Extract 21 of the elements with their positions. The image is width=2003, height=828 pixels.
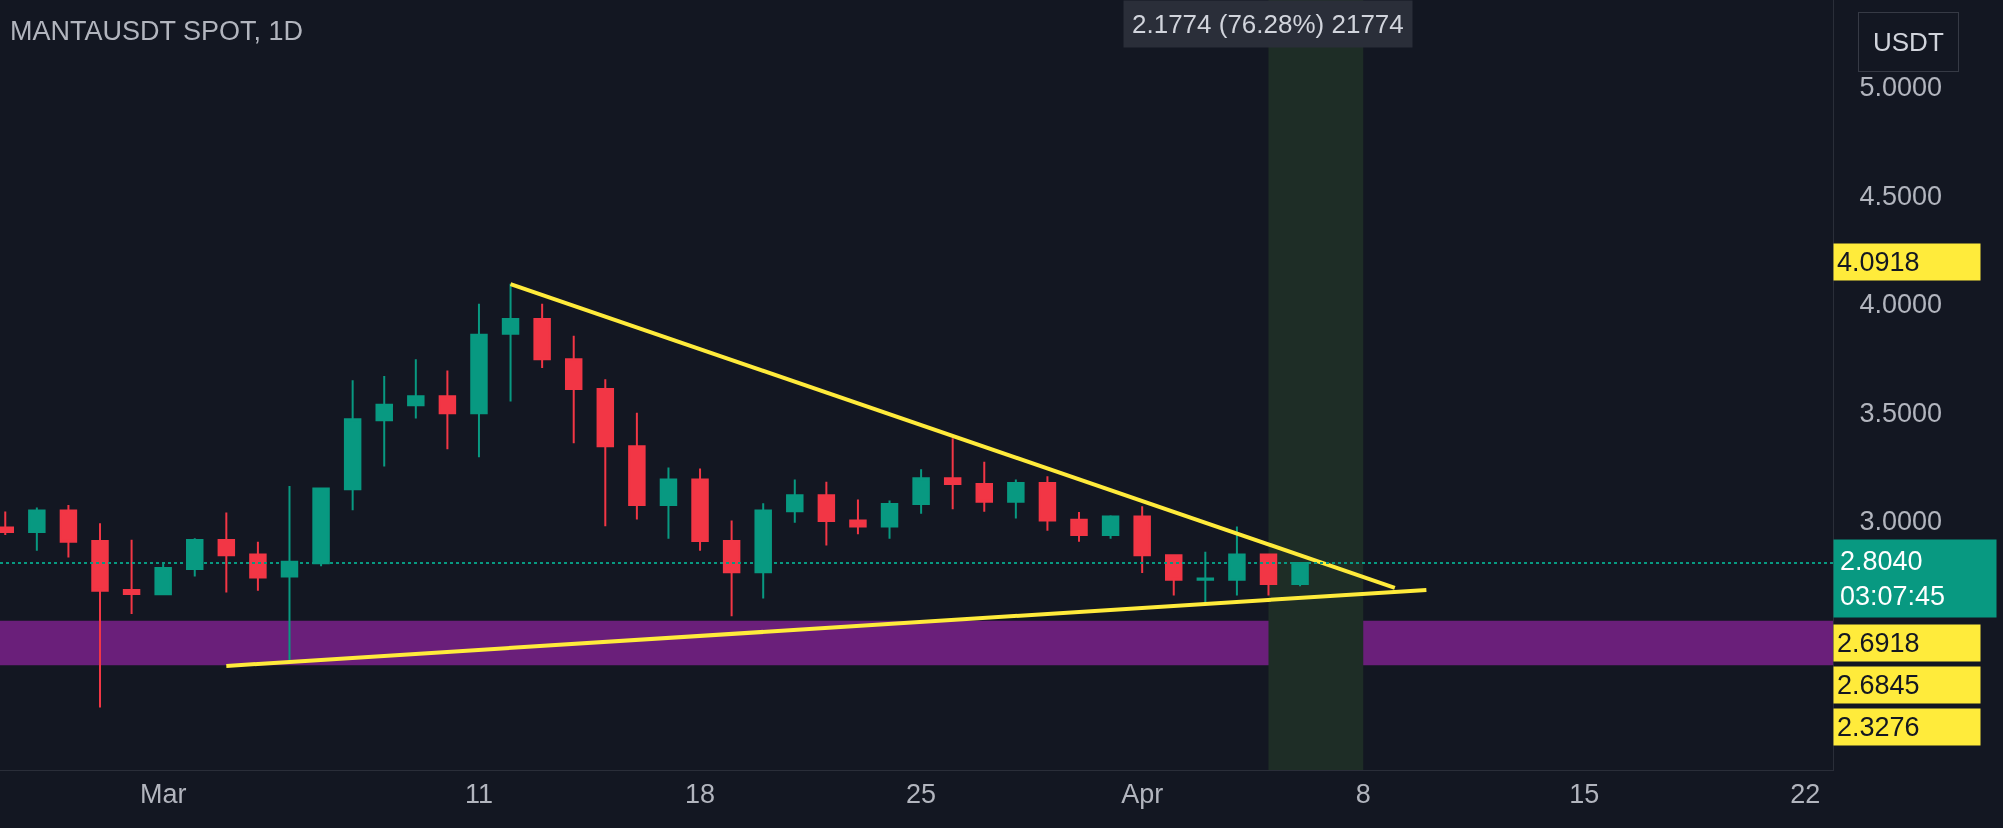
x-tick-label: 18 xyxy=(685,779,716,810)
y-tick-label: 3.5000 xyxy=(1859,397,1942,428)
x-tick-label: 11 xyxy=(464,779,493,810)
text: MANTAUSDT SPOT, 1D xyxy=(10,15,304,46)
text: USDT xyxy=(1873,27,1944,57)
x-tick-label: 15 xyxy=(1569,779,1600,810)
y-tick-label: 5.0000 xyxy=(1859,72,1942,103)
y-tick-label: 3.0000 xyxy=(1859,506,1942,537)
text: 2.3276 xyxy=(1837,712,1920,742)
text: 4.0918 xyxy=(1837,247,1920,277)
y-tick-label: 4.0000 xyxy=(1859,289,1942,320)
x-tick-label: Mar xyxy=(139,779,187,810)
text: 2.6918 xyxy=(1837,628,1920,658)
text: 2.6845 xyxy=(1837,670,1920,700)
x-tick-label: 25 xyxy=(906,779,937,810)
band-label: 2.1774 (76.28%) 21774 xyxy=(1132,9,1404,39)
y-tick-label: 4.5000 xyxy=(1859,180,1942,211)
x-tick-label: Apr xyxy=(1121,779,1164,810)
x-tick-label: 22 xyxy=(1790,779,1821,810)
x-tick-label: 8 xyxy=(1355,779,1371,810)
ref-line-label: 2.8040 03:07:45 xyxy=(1840,546,1946,612)
